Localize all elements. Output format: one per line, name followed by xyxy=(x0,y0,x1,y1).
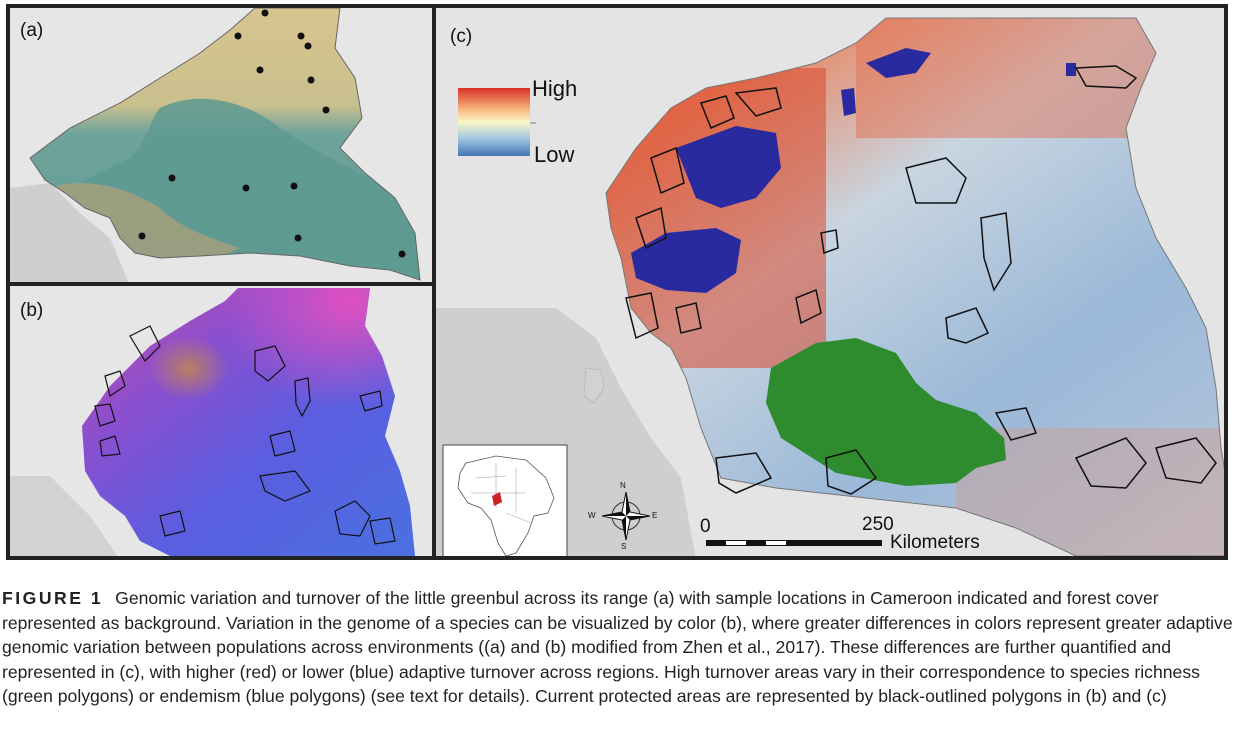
compass-north-label: N xyxy=(620,481,626,490)
scale-bar xyxy=(706,540,882,546)
protected-area-outlines-c xyxy=(625,65,1217,495)
map-c xyxy=(436,8,1224,556)
endemism-polygon xyxy=(1066,63,1076,76)
panel-c-label: (c) xyxy=(450,26,473,47)
richness-polygon xyxy=(766,338,1006,486)
legend-low-label: Low xyxy=(534,142,575,167)
map-a xyxy=(10,8,432,282)
endemism-polygon xyxy=(866,48,931,78)
panel-b-genomic-color-map: (b) xyxy=(8,284,434,558)
endemism-polygon xyxy=(631,228,741,293)
scale-start-label: 0 xyxy=(700,516,711,537)
scale-unit-label: Kilometers xyxy=(890,532,980,553)
legend-high-label: High xyxy=(532,76,578,101)
compass-east-label: E xyxy=(652,511,658,520)
protected-area-outlines-b xyxy=(94,325,396,545)
compass-rose xyxy=(601,491,651,541)
caption-text: Genomic variation and turnover of the li… xyxy=(2,588,1233,706)
legend-gradient xyxy=(458,88,530,156)
compass-south-label: S xyxy=(621,542,627,551)
map-b xyxy=(10,286,432,556)
compass-west-label: W xyxy=(588,511,596,520)
panel-a-label: (a) xyxy=(20,20,44,41)
endemism-polygon xyxy=(841,88,856,116)
figure: (a) xyxy=(6,4,1228,560)
panel-c-adaptive-turnover-map: (c) High Low N S E W 0 250 Kilometers xyxy=(434,6,1226,558)
figure-caption: FIGURE 1 Genomic variation and turnover o… xyxy=(2,586,1252,709)
panel-a-forest-cover-map: (a) xyxy=(8,6,434,284)
endemism-polygon xyxy=(676,126,781,208)
scale-end-label: 250 xyxy=(862,514,894,535)
sample-location-markers xyxy=(138,9,406,258)
caption-label: FIGURE 1 xyxy=(2,588,104,608)
africa-inset-map xyxy=(457,455,555,556)
panel-b-label: (b) xyxy=(20,300,44,321)
